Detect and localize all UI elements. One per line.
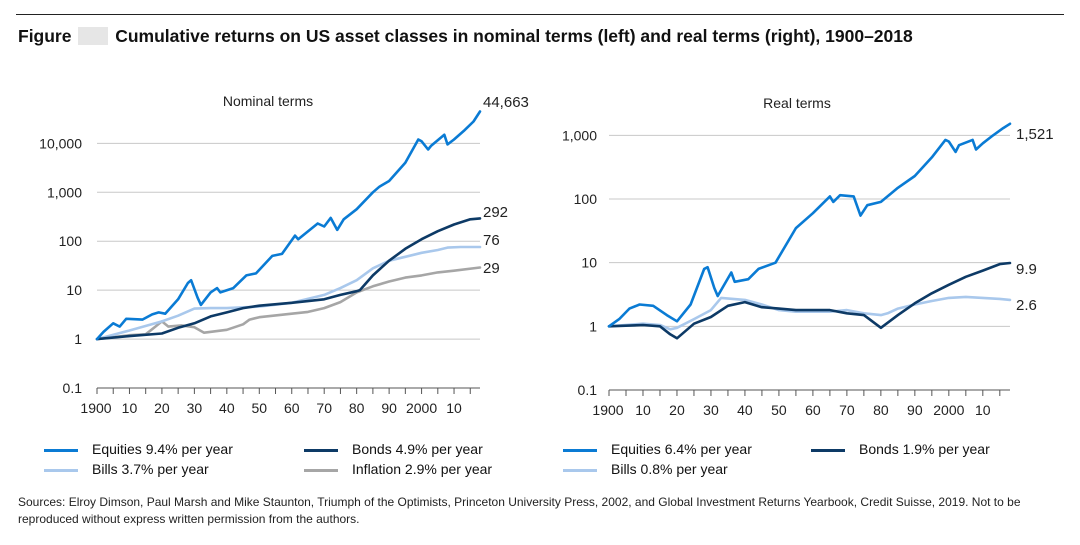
real-legend-bonds: Bonds 1.9% per year [811,440,990,458]
nominal-xtick-label: 40 [219,400,235,416]
nominal-legend-label: Equities 9.4% per year [92,441,233,457]
real-legend-label: Equities 6.4% per year [611,441,752,457]
nominal-xtick-label: 1900 [80,400,111,416]
nominal-xtick-label: 80 [349,400,365,416]
nominal-legend-swatch [44,468,78,472]
real-xtick-label: 70 [839,402,855,418]
nominal-xtick-label: 30 [187,400,203,416]
real-bills-line [607,295,1012,331]
nominal-legend-inflation: Inflation 2.9% per year [304,460,492,478]
real-chart-title: Real terms [763,95,831,111]
nominal-xtick-label: 20 [154,400,170,416]
nominal-xtick-label: 60 [284,400,300,416]
nominal-ytick-label: 1,000 [47,184,82,200]
real-legend-equities: Equities 6.4% per year [563,440,752,458]
nominal-legend-label: Bills 3.7% per year [92,461,209,477]
real-legend-label: Bills 0.8% per year [611,461,728,477]
real-legend-swatch [563,468,597,472]
real-bonds-end-label: 9.9 [1016,261,1037,278]
nominal-ytick-label: 1 [74,331,82,347]
real-equities-end-label: 1,521 [1016,126,1054,143]
nominal-ytick-label: 10,000 [39,135,82,151]
nominal-bonds-end-label: 292 [483,204,508,221]
nominal-legend-swatch [44,448,78,452]
nominal-bills-end-label: 76 [483,232,500,249]
real-legend-label: Bonds 1.9% per year [859,441,990,457]
nominal-ytick-label: 0.1 [63,380,83,396]
real-ytick-label: 1 [589,318,597,334]
nominal-bonds-line [95,217,482,341]
real-xtick-label: 10 [635,402,651,418]
real-xtick-label: 60 [805,402,821,418]
real-xtick-label: 90 [907,402,923,418]
nominal-legend-bills: Bills 3.7% per year [44,460,209,478]
real-equities-line [607,122,1012,328]
real-bills-end-label: 2.6 [1016,297,1037,314]
nominal-bills-line [95,245,482,341]
real-ytick-label: 1,000 [562,127,597,143]
nominal-legend-label: Inflation 2.9% per year [352,461,493,477]
real-legend-swatch [563,448,597,452]
nominal-legend-swatch [304,448,338,452]
top-rule [16,14,1064,15]
real-xtick-label: 50 [771,402,787,418]
real-legend-swatch [811,448,845,452]
nominal-xtick-label: 10 [446,400,462,416]
nominal-legend-swatch [304,468,338,472]
real-legend-bills: Bills 0.8% per year [563,460,728,478]
nominal-chart-title: Nominal terms [223,93,313,109]
nominal-ytick-label: 10 [66,282,82,298]
real-xtick-label: 20 [669,402,685,418]
nominal-legend-label: Bonds 4.9% per year [352,441,483,457]
real-xtick-label: 10 [975,402,991,418]
figure-title: Figure Cumulative returns on US asset cl… [18,26,913,47]
figure-title-text: Cumulative returns on US asset classes i… [115,26,913,46]
nominal-inflation-end-label: 29 [483,260,500,277]
real-xtick-label: 40 [737,402,753,418]
nominal-equities-end-label: 44,663 [483,94,529,111]
real-ytick-label: 0.1 [578,382,598,398]
nominal-xtick-label: 70 [316,400,332,416]
real-bonds-line [607,261,1012,340]
nominal-legend-equities: Equities 9.4% per year [44,440,233,458]
real-xtick-label: 30 [703,402,719,418]
redaction-mask [78,27,109,45]
real-xtick-label: 2000 [933,402,964,418]
nominal-xtick-label: 90 [381,400,397,416]
source-note: Sources: Elroy Dimson, Paul Marsh and Mi… [18,495,1021,526]
nominal-xtick-label: 50 [251,400,267,416]
nominal-equities-line [95,110,482,341]
real-xtick-label: 80 [873,402,889,418]
nominal-legend-bonds: Bonds 4.9% per year [304,440,483,458]
nominal-xtick-label: 10 [122,400,138,416]
figure-label: Figure [18,26,72,46]
nominal-ytick-label: 100 [59,233,83,249]
nominal-xtick-label: 2000 [406,400,437,416]
real-xtick-label: 1900 [592,402,623,418]
real-ytick-label: 10 [581,255,597,271]
charts-canvas: Nominal terms 0.1 1 10 100 1,000 10,000 1900 10 2… [39,93,1054,418]
real-ytick-label: 100 [574,191,598,207]
